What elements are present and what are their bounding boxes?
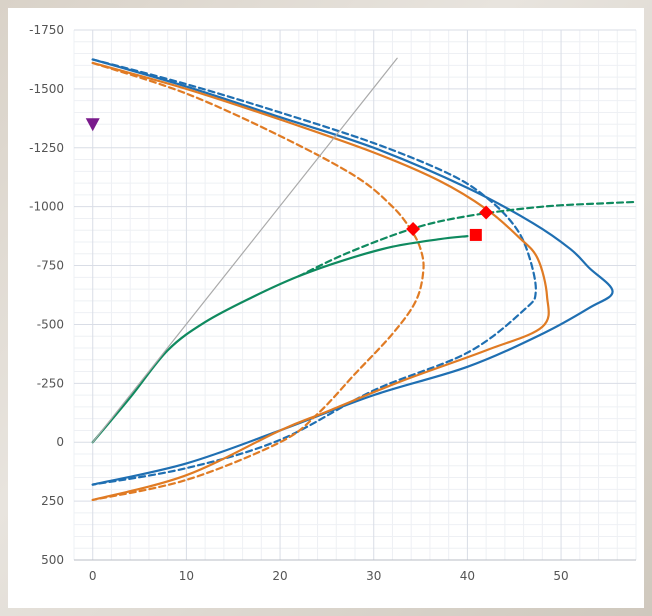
y-tick-label: -1750 [29, 23, 64, 37]
x-tick-label: 50 [553, 569, 568, 583]
marker-square [469, 228, 482, 241]
x-tick-label: 10 [179, 569, 194, 583]
chart-panel: 0 10 20 30 40 50 -1750 -1500 -1250 -1000 -750 -500 -… [8, 8, 644, 608]
y-tick-label: 0 [56, 435, 64, 449]
y-tick-label: -750 [37, 259, 64, 273]
chart: 0 10 20 30 40 50 -1750 -1500 -1250 -1000 -750 -500 -… [29, 23, 638, 583]
marker-diamond [479, 205, 494, 220]
y-tick-label: -1000 [29, 200, 64, 214]
y-tick-label: 250 [41, 494, 64, 508]
series-line [91, 58, 614, 486]
y-tick-label: -1500 [29, 82, 64, 96]
series-line [91, 61, 550, 502]
reference-line [92, 57, 398, 443]
x-tick-label: 0 [89, 569, 97, 583]
y-tick-label: -500 [37, 317, 64, 331]
series-group [91, 57, 638, 502]
markers-group [85, 118, 494, 241]
x-tick-label: 20 [272, 569, 287, 583]
series-line [91, 235, 469, 444]
grid [73, 29, 637, 561]
series-line-dashed [297, 200, 638, 278]
y-tick-label: -250 [37, 376, 64, 390]
series-line-dashed [91, 61, 425, 502]
marker-triangle [85, 118, 100, 132]
x-tick-label: 40 [460, 569, 475, 583]
axes: 0 10 20 30 40 50 -1750 -1500 -1250 -1000 -750 -500 -… [29, 23, 636, 583]
series-line-dashed [91, 58, 537, 486]
y-tick-label: 500 [41, 553, 64, 567]
x-tick-label: 30 [366, 569, 381, 583]
y-tick-label: -1250 [29, 141, 64, 155]
marker-diamond [406, 222, 421, 237]
